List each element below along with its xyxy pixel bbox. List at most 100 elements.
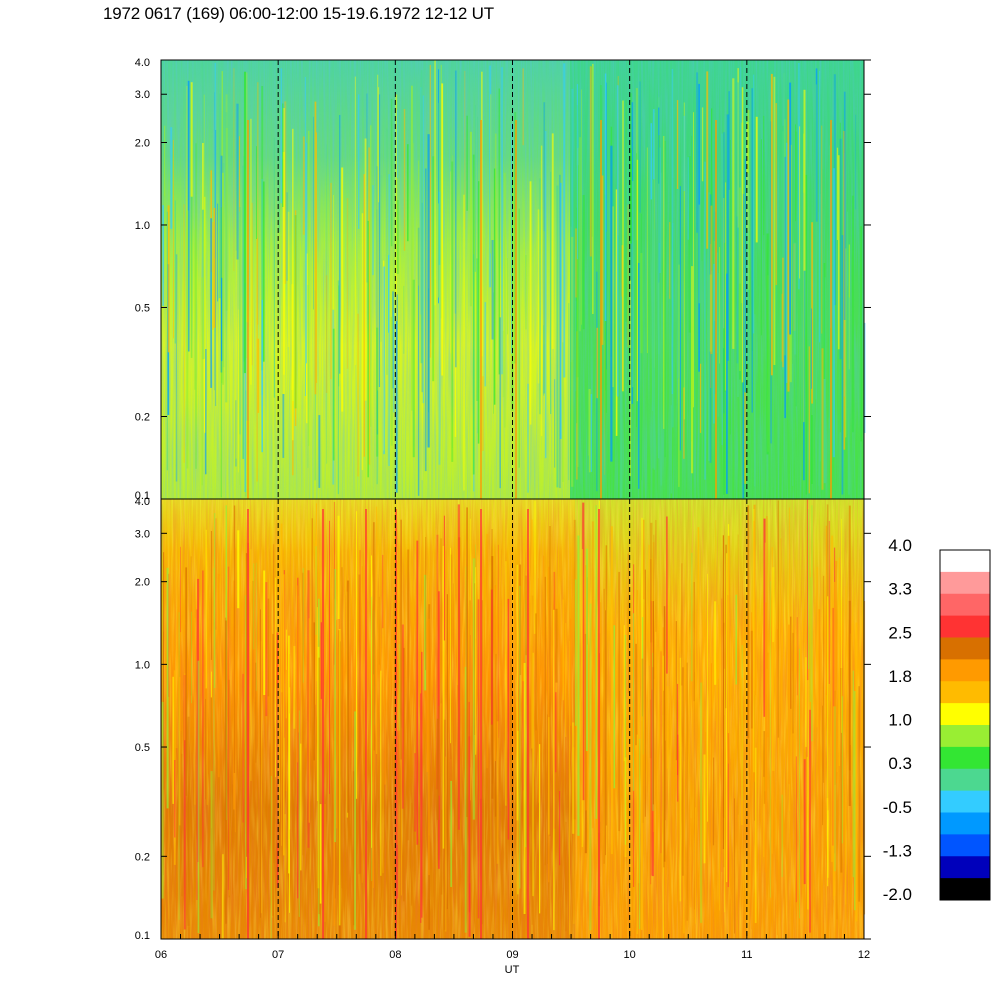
y-tick-label: 0.2: [135, 412, 150, 424]
lower-streak: [410, 802, 412, 906]
upper-streak: [631, 181, 634, 388]
lower-streak: [515, 701, 517, 900]
upper-streak: [664, 141, 666, 458]
lower-streak: [662, 655, 664, 939]
upper-streak: [313, 116, 314, 310]
upper-streak: [202, 61, 204, 360]
lower-streak: [187, 716, 190, 926]
lower-streak: [644, 675, 646, 802]
upper-streak: [386, 128, 388, 375]
lower-streak: [436, 534, 439, 790]
y-tick-label: 0.5: [135, 302, 150, 314]
upper-streak: [377, 74, 379, 391]
lower-streak: [841, 696, 843, 844]
upper-streak: [726, 273, 728, 494]
lower-streak: [816, 566, 819, 728]
upper-streak: [725, 182, 727, 391]
upper-streak: [630, 279, 631, 477]
upper-streak: [658, 147, 661, 273]
upper-streak: [615, 189, 618, 436]
lower-streak: [714, 601, 717, 685]
upper-streak: [641, 213, 642, 481]
upper-streak: [441, 83, 444, 376]
upper-streak: [217, 203, 219, 302]
lower-streak: [206, 547, 209, 805]
upper-streak: [183, 204, 185, 463]
upper-streak: [837, 155, 840, 350]
upper-streak: [451, 161, 454, 462]
upper-streak: [522, 68, 524, 146]
upper-streak: [636, 153, 637, 427]
lower-streak: [788, 624, 791, 785]
lower-streak: [543, 555, 545, 706]
lower-streak: [202, 570, 204, 868]
lower-streak: [525, 599, 527, 848]
upper-streak: [539, 178, 541, 415]
upper-streak: [361, 213, 364, 471]
lower-streak: [641, 716, 643, 930]
lower-streak: [403, 647, 405, 902]
lower-streak: [613, 625, 616, 789]
upper-streak: [746, 269, 748, 440]
lower-streak: [690, 552, 693, 682]
upper-streak: [563, 63, 566, 378]
lower-highlight-streak: [480, 509, 482, 939]
upper-streak: [704, 161, 706, 480]
upper-streak: [251, 202, 253, 366]
upper-streak: [679, 186, 681, 451]
upper-streak: [261, 179, 263, 395]
upper-streak: [741, 87, 744, 383]
upper-streak: [261, 299, 263, 453]
upper-streak: [215, 130, 217, 406]
upper-streak: [782, 125, 784, 290]
upper-streak: [588, 389, 591, 473]
lower-streak: [707, 573, 708, 822]
lower-streak: [569, 618, 572, 726]
upper-hour-lines: [277, 60, 748, 499]
upper-streak: [860, 226, 862, 442]
colorbar-label: 1.8: [888, 667, 912, 686]
lower-streak: [637, 616, 640, 884]
upper-streak: [576, 84, 579, 260]
lower-streak: [841, 518, 842, 733]
lower-streak: [354, 711, 356, 930]
lower-streak: [181, 753, 183, 897]
y-tick-label: 0.1: [135, 490, 150, 502]
upper-streak: [543, 102, 546, 394]
upper-streak: [162, 205, 164, 306]
x-tick-label: 07: [272, 949, 284, 961]
upper-streak: [395, 94, 398, 322]
upper-streak: [421, 403, 423, 481]
lower-streak: [507, 598, 510, 840]
lower-streak: [255, 562, 257, 691]
upper-streak: [432, 156, 435, 382]
lower-streak: [401, 624, 404, 809]
lower-streak: [694, 672, 695, 910]
colorbar-label: 4.0: [888, 536, 912, 555]
upper-streak: [811, 415, 813, 484]
lower-streak: [613, 781, 615, 860]
lower-streak: [848, 600, 851, 806]
upper-streak: [390, 98, 393, 247]
lower-streak: [657, 647, 659, 933]
upper-streak: [472, 154, 475, 475]
lower-streak: [474, 583, 476, 735]
lower-streak: [450, 780, 452, 887]
upper-streak: [740, 66, 742, 256]
upper-streak: [239, 136, 240, 212]
lower-streak: [858, 686, 860, 902]
upper-streak: [639, 81, 641, 213]
lower-streak: [516, 564, 519, 821]
upper-streak: [364, 138, 367, 401]
upper-streak: [501, 67, 503, 375]
lower-streak: [650, 522, 653, 643]
upper-streak: [545, 131, 547, 459]
lower-streak: [276, 632, 279, 888]
lower-streak: [252, 580, 254, 840]
upper-streak: [550, 171, 552, 414]
lower-streak: [382, 554, 384, 629]
upper-streak: [672, 223, 674, 428]
colorbar-swatch: [940, 659, 990, 682]
lower-streak: [191, 611, 192, 704]
upper-streak: [306, 142, 307, 364]
